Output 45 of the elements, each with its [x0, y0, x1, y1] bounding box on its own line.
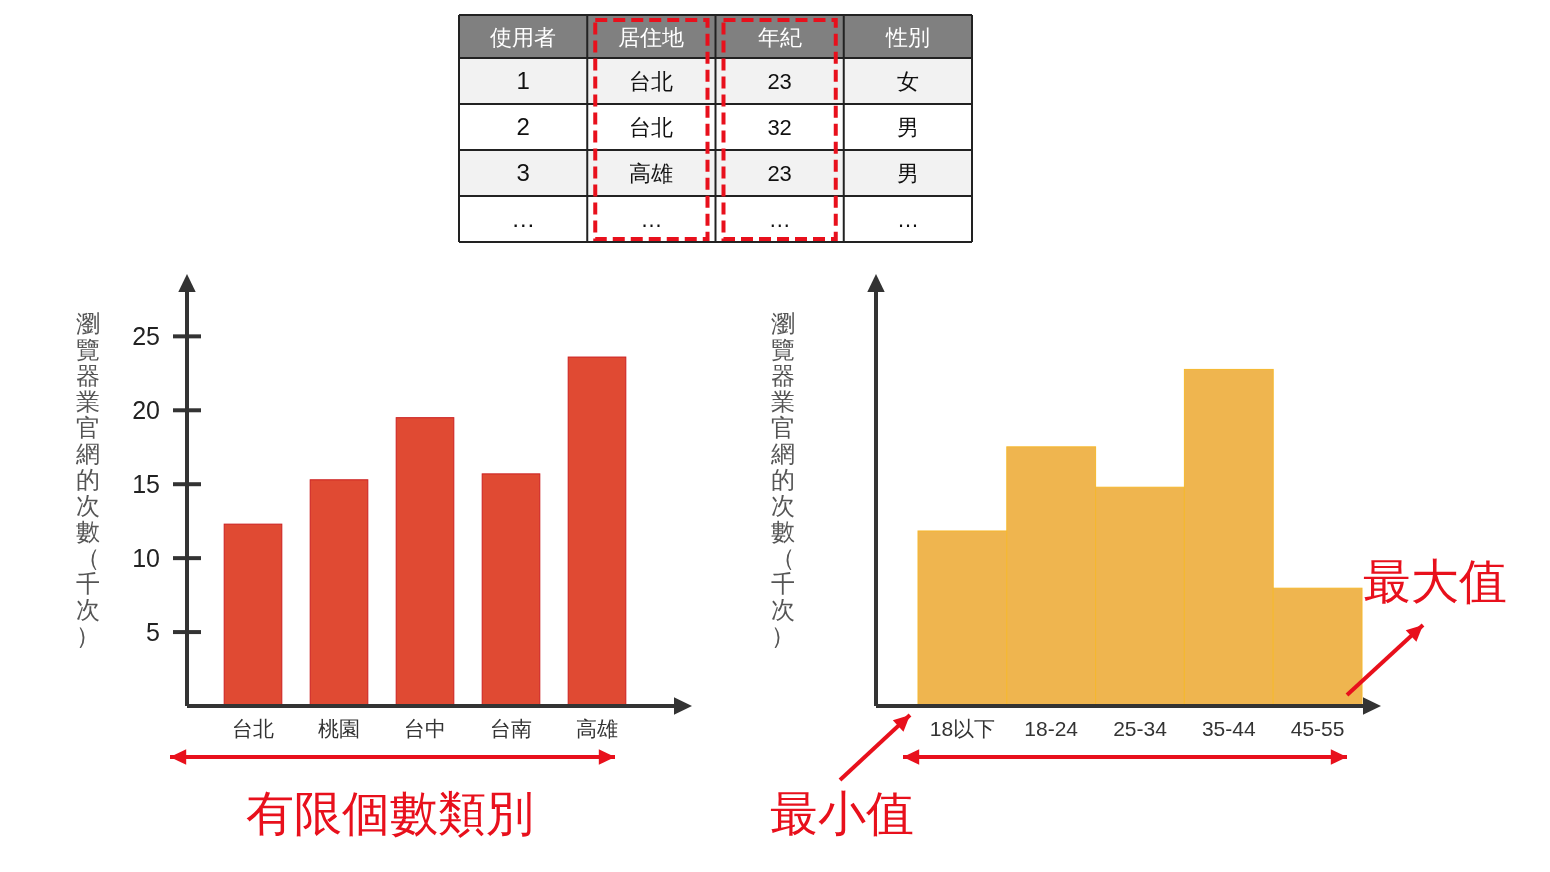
x-tick-label: 35-44	[1201, 717, 1256, 740]
text: 男	[896, 115, 919, 140]
x-tick-label: 桃園	[318, 717, 360, 740]
text: …	[768, 207, 791, 232]
text: 32	[767, 115, 792, 140]
y-tick-label: 5	[146, 618, 160, 647]
category-label: 居住地	[618, 25, 685, 50]
x-tick-label: 18以下	[929, 717, 996, 740]
text: 女	[896, 69, 919, 94]
x-tick-label: 台南	[490, 717, 532, 740]
y-tick-label: 10	[132, 544, 160, 573]
category-label: 性別	[884, 25, 930, 50]
text: 23	[767, 69, 792, 94]
y-tick-label: 25	[132, 322, 160, 351]
category-label: 使用者	[490, 25, 557, 50]
text: 3	[516, 159, 530, 186]
x-tick-label: 18-24	[1024, 717, 1079, 740]
x-tick-label: 高雄	[576, 717, 618, 740]
text: 瀏覽器業官網的次數（千次）	[771, 310, 795, 649]
text: 高雄	[629, 161, 674, 186]
text: 23	[767, 161, 792, 186]
text: 男	[896, 161, 919, 186]
y-tick-label: 20	[132, 396, 160, 425]
text: …	[640, 207, 663, 232]
bar	[567, 356, 627, 707]
x-tick-label: 台北	[232, 717, 274, 740]
bar	[223, 523, 283, 707]
text: 台北	[629, 115, 674, 140]
x-tick-label: 45-55	[1290, 717, 1345, 740]
annotation: 最大值	[1363, 555, 1507, 608]
text: 2	[516, 113, 530, 140]
bar	[395, 417, 455, 707]
bar	[309, 479, 369, 707]
text: 台北	[629, 69, 674, 94]
category-label: 年紀	[757, 25, 802, 50]
bar	[481, 473, 541, 707]
text: 有限個數類別	[246, 787, 534, 840]
text: 瀏覽器業官網的次數（千次）	[76, 310, 100, 649]
x-tick-label: 25-34	[1113, 717, 1168, 740]
x-tick-label: 台中	[404, 717, 446, 740]
text: …	[511, 205, 536, 232]
text: …	[896, 207, 919, 232]
text: 最小值	[770, 787, 914, 840]
y-tick-label: 15	[132, 470, 160, 499]
text: 1	[516, 67, 530, 94]
